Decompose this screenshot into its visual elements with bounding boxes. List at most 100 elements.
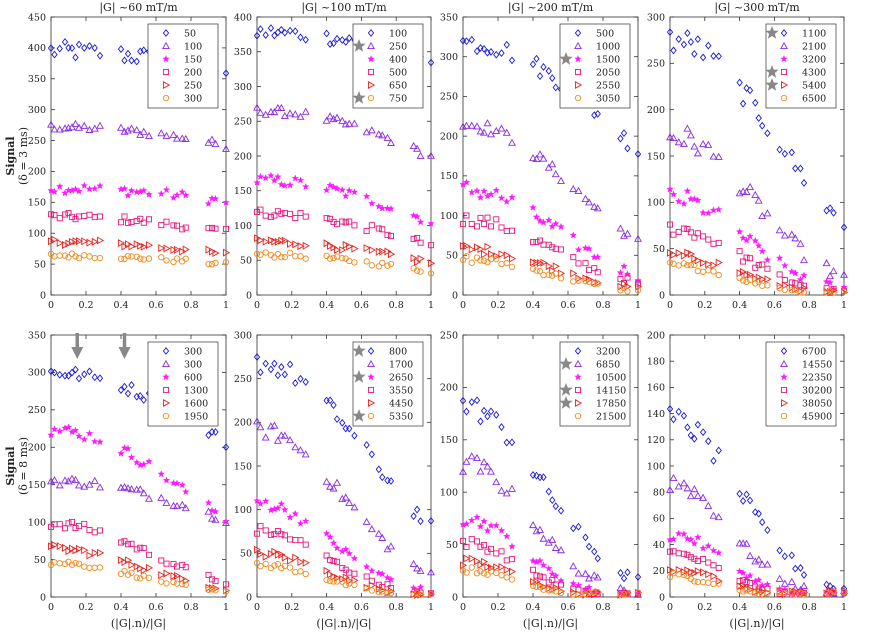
data-point [80,121,89,129]
data-point [788,283,796,292]
data-point [594,554,601,563]
data-point [743,587,750,594]
data-point [585,266,593,273]
data-point [205,245,213,254]
data-point [158,254,165,261]
data-point [591,547,598,556]
legend-box [559,23,631,109]
data-point [278,25,285,34]
legend-star-icon [559,52,573,65]
data-point [680,40,688,49]
y-tick-label: 50 [240,549,252,560]
data-point [476,467,485,475]
data-point [222,69,230,78]
x-tick-label: 1 [635,602,641,613]
data-point [585,198,593,206]
data-point [502,128,511,136]
legend-entry: 600 [184,372,202,383]
data-point [549,577,556,584]
data-point [690,195,699,203]
y-tick-label: 250 [234,374,252,385]
data-point [302,541,309,548]
data-point [666,133,674,141]
data-point [503,438,510,447]
data-point [570,269,578,278]
data-point [91,44,98,52]
legend-entry: 17850 [596,398,626,409]
data-point [484,48,491,57]
data-point [387,477,395,485]
data-point [691,254,699,263]
data-point [699,428,707,437]
y-tick-label: 300 [647,12,665,23]
data-point [75,432,83,440]
data-point [755,262,762,269]
legend-marker [162,386,170,394]
data-point [797,164,804,173]
data-point [533,577,541,586]
data-point [339,418,346,427]
y-tick-label: 300 [234,330,252,341]
data-point [267,24,275,32]
legend-marker [780,412,788,420]
x-tick-label: 0 [667,602,673,613]
legend-marker [367,55,375,63]
data-point [493,411,500,419]
data-point [280,111,289,120]
data-point [80,482,89,490]
data-point [493,255,500,263]
data-point [301,182,310,190]
legend-entry: 1100 [802,28,826,39]
data-point [222,144,230,152]
data-point [740,577,747,584]
data-point [281,370,288,379]
data-point [508,556,516,563]
y-tick-label: 300 [28,105,46,116]
data-point [286,109,295,117]
data-point [127,453,136,461]
data-point [256,108,265,116]
legend-entry: 3200 [802,54,826,65]
data-point [178,481,186,489]
legend-entry: 2650 [389,372,413,383]
data-point [140,242,148,251]
y-tick-label: 140 [647,409,665,420]
data-point [55,125,64,133]
legend-marker [367,399,376,407]
data-point [205,225,212,232]
x-tick-label: 0.6 [148,300,163,311]
data-point [208,135,216,143]
legend-marker [574,29,582,37]
data-point [333,478,342,486]
data-point [117,123,125,131]
data-point [781,589,789,597]
data-point [582,260,589,267]
data-point [121,558,129,566]
data-point [368,199,376,207]
data-point [65,210,72,217]
data-point [473,453,481,462]
data-point [302,241,310,250]
data-point [549,74,556,82]
data-point [532,213,541,221]
data-point [581,569,590,577]
legend-entry: 3050 [596,93,620,104]
data-point [473,122,481,130]
data-point [508,193,516,201]
data-point [503,197,511,205]
data-point [620,129,628,138]
data-point [755,586,763,595]
x-tick-label: 1 [635,300,641,311]
legend-marker [780,399,789,407]
data-point [378,131,387,139]
data-point [212,578,219,585]
legend-entry: 6500 [802,93,826,104]
data-point [181,503,190,512]
data-point [459,396,467,405]
data-point [124,556,133,565]
y-tick-label: 150 [234,186,252,197]
data-point [634,573,642,581]
legend-star-icon [352,409,366,422]
data-point [292,537,299,544]
data-point [375,588,382,596]
